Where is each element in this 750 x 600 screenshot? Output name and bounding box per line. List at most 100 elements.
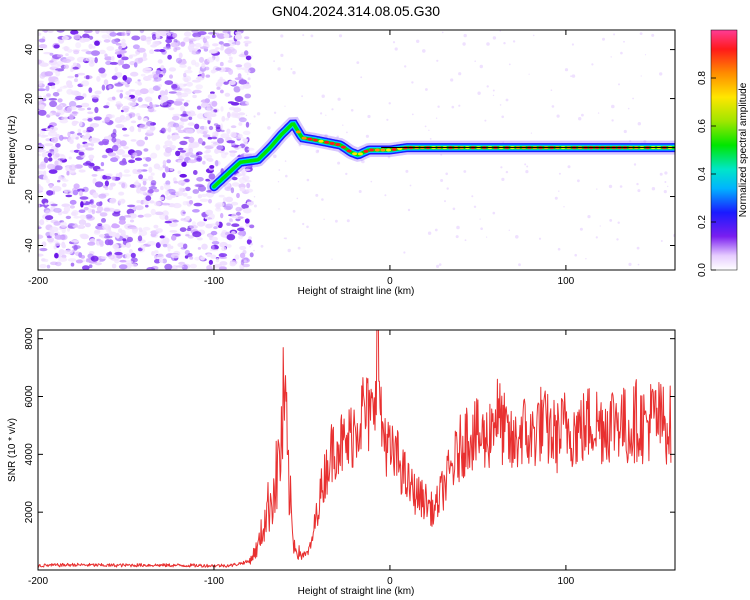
ridge-peak-cell — [363, 149, 369, 153]
noise-cell — [243, 168, 251, 171]
noise-cell — [55, 143, 61, 148]
noise-cell — [159, 90, 166, 97]
speckle-cell — [342, 124, 344, 126]
noise-cell — [210, 91, 215, 95]
noise-cell — [187, 66, 192, 70]
noise-cell — [79, 121, 83, 127]
ridge-peak-cell — [307, 137, 313, 141]
y-tick-label: -40 — [24, 238, 35, 253]
noise-cell — [128, 89, 136, 92]
noise-cell — [118, 264, 128, 270]
noise-cell — [218, 194, 225, 198]
speckle-cell — [627, 107, 630, 110]
noise-cell — [82, 265, 90, 270]
speckle-cell — [484, 119, 487, 122]
noise-cell — [185, 234, 190, 237]
noise-cell — [246, 182, 251, 189]
noise-cell — [157, 59, 163, 64]
noise-cell — [74, 78, 78, 83]
speckle-cell — [628, 262, 632, 266]
noise-cell — [159, 235, 165, 239]
noise-cell — [217, 137, 224, 144]
noise-cell — [150, 44, 158, 48]
speckle-cell — [436, 59, 439, 62]
speckle-cell — [249, 122, 252, 125]
noise-cell — [59, 134, 64, 141]
noise-cell — [149, 101, 153, 108]
noise-cell — [146, 267, 156, 270]
noise-cell — [216, 145, 224, 150]
noise-cell — [146, 120, 154, 127]
noise-cell — [80, 201, 84, 208]
noise-cell — [137, 79, 141, 82]
noise-cell — [91, 205, 97, 209]
noise-cell — [175, 127, 182, 131]
speckle-cell — [651, 187, 656, 191]
noise-cell — [82, 144, 89, 148]
noise-cell — [155, 69, 161, 75]
noise-cell — [103, 105, 110, 109]
noise-cell — [231, 182, 240, 187]
noise-cell — [137, 57, 144, 63]
noise-cell — [158, 74, 164, 78]
noise-cell — [105, 148, 114, 154]
noise-cell — [185, 186, 191, 192]
noise-cell — [209, 248, 219, 252]
noise-cell — [84, 222, 91, 228]
noise-cell — [216, 33, 226, 39]
y-tick-label: 8000 — [24, 327, 35, 350]
noise-cell — [120, 89, 124, 93]
noise-cell — [38, 164, 47, 170]
noise-cell — [114, 248, 122, 253]
noise-cell — [38, 234, 44, 240]
noise-cell — [137, 97, 143, 103]
noise-cell — [218, 41, 224, 45]
noise-cell — [64, 190, 68, 195]
noise-cell — [124, 253, 131, 259]
noise-cell — [180, 41, 186, 47]
noise-cell — [169, 168, 174, 171]
noise-cell — [49, 226, 59, 233]
noise-cell — [228, 80, 236, 86]
noise-cell — [192, 231, 202, 238]
noise-cell — [71, 120, 79, 124]
noise-cell — [220, 129, 225, 133]
noise-cell — [79, 233, 89, 238]
noise-cell — [48, 169, 58, 174]
noise-cell — [92, 138, 101, 142]
noise-cell — [165, 190, 170, 196]
speckle-cell — [571, 43, 575, 46]
ridge-peak-cell — [352, 152, 358, 156]
noise-cell — [180, 105, 185, 112]
noise-cell — [78, 252, 83, 258]
speckle-cell — [599, 225, 601, 227]
speckle-cell — [436, 264, 440, 268]
noise-cell — [132, 152, 138, 158]
noise-cell — [64, 64, 69, 69]
noise-cell — [205, 178, 211, 182]
noise-cell — [226, 140, 236, 144]
y-tick-label: 0 — [24, 144, 35, 150]
noise-cell — [49, 60, 54, 63]
colorbar-tick-label: 0.8 — [697, 71, 708, 85]
noise-cell — [188, 200, 194, 205]
noise-cell — [38, 226, 42, 230]
noise-cell — [79, 223, 84, 228]
noise-cell — [109, 32, 117, 37]
noise-cell — [233, 86, 241, 93]
noise-cell — [54, 242, 61, 247]
noise-cell — [162, 67, 167, 74]
speckle-cell — [284, 105, 286, 107]
noise-cell — [82, 57, 87, 62]
noise-cell — [244, 93, 252, 99]
noise-cell — [92, 178, 97, 185]
noise-cell — [101, 218, 106, 223]
noise-cell — [239, 245, 247, 251]
noise-cell — [38, 109, 47, 116]
noise-cell — [162, 101, 172, 108]
noise-cell — [121, 182, 126, 188]
noise-cell — [127, 204, 136, 208]
speckle-cell — [345, 172, 348, 176]
noise-cell — [90, 255, 99, 262]
noise-cell — [206, 57, 215, 63]
